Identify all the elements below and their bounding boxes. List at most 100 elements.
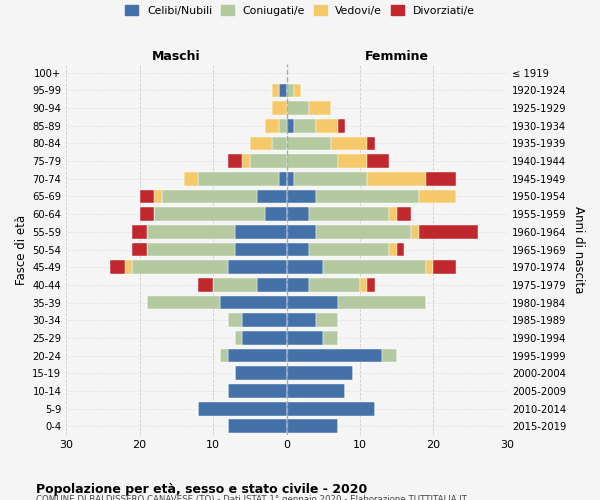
Bar bbox=[257, 278, 287, 292]
Bar bbox=[287, 384, 346, 398]
Bar bbox=[308, 208, 389, 221]
Bar bbox=[360, 278, 367, 292]
Bar bbox=[132, 260, 228, 274]
Bar bbox=[110, 260, 125, 274]
Bar bbox=[323, 331, 338, 345]
Bar bbox=[125, 260, 132, 274]
Bar bbox=[294, 119, 316, 132]
Bar bbox=[308, 101, 331, 115]
Bar bbox=[287, 296, 338, 310]
Bar bbox=[316, 314, 338, 327]
Bar bbox=[389, 208, 397, 221]
Bar bbox=[308, 278, 360, 292]
Bar bbox=[250, 154, 287, 168]
Bar bbox=[287, 154, 338, 168]
Bar bbox=[287, 172, 294, 186]
Bar bbox=[287, 225, 316, 238]
Text: Popolazione per età, sesso e stato civile - 2020: Popolazione per età, sesso e stato civil… bbox=[36, 482, 367, 496]
Bar bbox=[140, 208, 154, 221]
Bar bbox=[235, 225, 287, 238]
Bar bbox=[228, 420, 287, 433]
Bar bbox=[426, 260, 433, 274]
Bar bbox=[265, 119, 279, 132]
Bar bbox=[433, 260, 455, 274]
Bar bbox=[235, 242, 287, 256]
Bar bbox=[184, 172, 199, 186]
Bar bbox=[235, 366, 287, 380]
Bar bbox=[220, 296, 287, 310]
Bar bbox=[147, 242, 235, 256]
Bar bbox=[242, 331, 287, 345]
Bar bbox=[367, 172, 426, 186]
Bar bbox=[287, 331, 323, 345]
Bar bbox=[367, 136, 375, 150]
Bar bbox=[397, 208, 412, 221]
Bar bbox=[382, 348, 397, 362]
Bar bbox=[279, 119, 287, 132]
Bar bbox=[419, 225, 478, 238]
Bar bbox=[367, 154, 389, 168]
Bar bbox=[287, 278, 308, 292]
Text: Maschi: Maschi bbox=[152, 50, 200, 63]
Bar bbox=[235, 331, 242, 345]
Bar bbox=[228, 154, 242, 168]
Bar bbox=[199, 278, 213, 292]
Bar bbox=[228, 384, 287, 398]
Bar bbox=[199, 402, 287, 415]
Text: COMUNE DI BALDISSERO CANAVESE (TO) - Dati ISTAT 1° gennaio 2020 - Elaborazione T: COMUNE DI BALDISSERO CANAVESE (TO) - Dat… bbox=[36, 495, 467, 500]
Bar bbox=[308, 242, 389, 256]
Bar bbox=[250, 136, 272, 150]
Bar bbox=[316, 190, 419, 203]
Bar bbox=[397, 242, 404, 256]
Bar bbox=[316, 225, 412, 238]
Bar bbox=[272, 101, 287, 115]
Bar bbox=[242, 154, 250, 168]
Bar bbox=[228, 260, 287, 274]
Bar bbox=[132, 225, 147, 238]
Text: Femmine: Femmine bbox=[365, 50, 429, 63]
Bar bbox=[338, 154, 367, 168]
Bar bbox=[287, 348, 382, 362]
Bar bbox=[294, 84, 301, 98]
Bar bbox=[199, 172, 279, 186]
Bar bbox=[242, 314, 287, 327]
Bar bbox=[338, 119, 346, 132]
Bar bbox=[287, 314, 316, 327]
Bar bbox=[287, 119, 294, 132]
Bar bbox=[272, 136, 287, 150]
Bar bbox=[287, 84, 294, 98]
Bar bbox=[287, 242, 308, 256]
Bar bbox=[316, 119, 338, 132]
Bar bbox=[426, 172, 455, 186]
Bar bbox=[220, 348, 228, 362]
Bar bbox=[265, 208, 287, 221]
Bar bbox=[338, 296, 426, 310]
Bar bbox=[287, 402, 375, 415]
Bar bbox=[279, 172, 287, 186]
Bar bbox=[367, 278, 375, 292]
Bar bbox=[213, 278, 257, 292]
Bar bbox=[294, 172, 367, 186]
Bar bbox=[323, 260, 426, 274]
Bar bbox=[287, 366, 353, 380]
Bar bbox=[147, 225, 235, 238]
Bar bbox=[272, 84, 279, 98]
Bar bbox=[287, 101, 308, 115]
Bar bbox=[287, 190, 316, 203]
Bar bbox=[154, 208, 265, 221]
Bar bbox=[287, 136, 331, 150]
Bar bbox=[161, 190, 257, 203]
Y-axis label: Fasce di età: Fasce di età bbox=[15, 214, 28, 284]
Bar bbox=[419, 190, 455, 203]
Bar bbox=[154, 190, 161, 203]
Y-axis label: Anni di nascita: Anni di nascita bbox=[572, 206, 585, 293]
Bar bbox=[389, 242, 397, 256]
Bar bbox=[228, 348, 287, 362]
Bar bbox=[287, 208, 308, 221]
Bar bbox=[287, 260, 323, 274]
Bar bbox=[331, 136, 367, 150]
Bar bbox=[228, 314, 242, 327]
Bar bbox=[287, 420, 338, 433]
Bar bbox=[140, 190, 154, 203]
Bar bbox=[132, 242, 147, 256]
